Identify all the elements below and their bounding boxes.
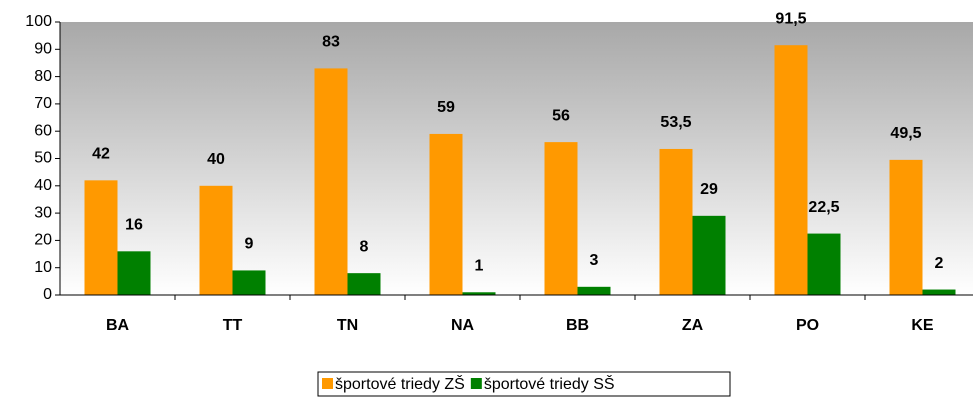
bar [659, 148, 693, 295]
value-label: 9 [245, 236, 254, 253]
y-tick-label: 60 [34, 122, 52, 139]
y-tick-label: 0 [43, 286, 52, 303]
x-tick-label: NA [451, 317, 475, 334]
bar [889, 159, 923, 295]
value-label: 3 [590, 252, 599, 269]
value-label: 56 [552, 107, 570, 124]
bar [117, 251, 151, 295]
value-label: 16 [125, 217, 143, 234]
bar [347, 273, 381, 295]
value-label: 53,5 [660, 114, 691, 131]
bar [429, 133, 463, 295]
bar [314, 68, 348, 295]
legend-box [317, 371, 731, 397]
legend-swatch [470, 378, 482, 389]
value-label: 1 [475, 257, 484, 274]
y-tick-label: 80 [34, 68, 52, 85]
value-label: 29 [700, 181, 718, 198]
value-label: 42 [92, 146, 110, 163]
legend-swatch [322, 378, 333, 389]
bar [922, 289, 956, 295]
value-label: 83 [322, 34, 340, 51]
y-tick-label: 50 [34, 150, 52, 167]
legend-label: športové triedy SŠ [484, 374, 615, 393]
x-tick-label: BA [106, 317, 130, 334]
value-label: 2 [935, 255, 944, 272]
bar [692, 215, 726, 295]
value-label: 49,5 [890, 125, 921, 142]
bar [84, 180, 118, 295]
x-tick-label: TT [223, 317, 243, 334]
y-tick-label: 10 [34, 259, 52, 276]
value-label: 22,5 [808, 199, 839, 216]
legend-label: športové triedy ZŠ [335, 374, 465, 393]
y-tick-label: 20 [34, 232, 52, 249]
y-tick-label: 100 [25, 13, 52, 30]
value-label: 40 [207, 151, 225, 168]
bar [774, 45, 808, 295]
value-label: 59 [437, 99, 455, 116]
bar [807, 233, 841, 295]
x-tick-label: BB [566, 317, 589, 334]
bar [577, 286, 611, 295]
y-tick-label: 30 [34, 204, 52, 221]
x-tick-label: TN [337, 317, 358, 334]
value-label: 91,5 [775, 10, 806, 27]
bar [462, 292, 496, 295]
y-tick-label: 70 [34, 95, 52, 112]
y-tick-label: 40 [34, 177, 52, 194]
value-label: 8 [360, 238, 369, 255]
x-tick-label: PO [796, 317, 819, 334]
bar [232, 270, 266, 295]
bar [544, 142, 578, 295]
y-tick-label: 90 [34, 41, 52, 58]
x-tick-label: ZA [682, 317, 704, 334]
x-tick-label: KE [911, 317, 934, 334]
bar [199, 185, 233, 295]
